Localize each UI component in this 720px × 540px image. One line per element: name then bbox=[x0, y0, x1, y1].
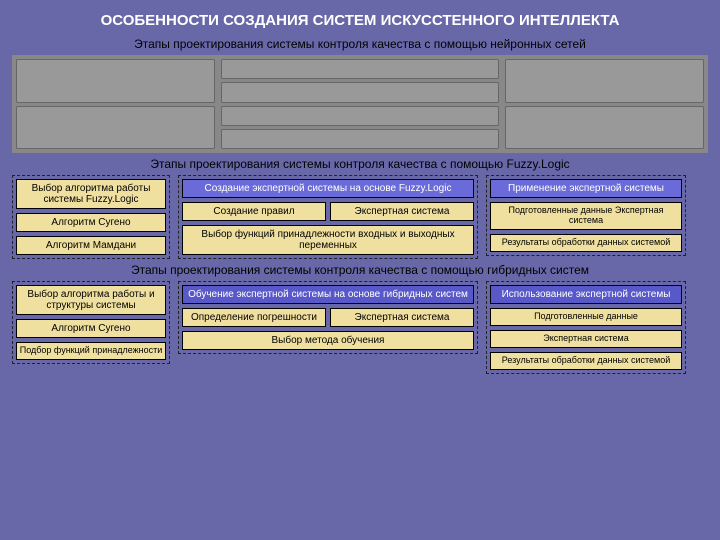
fuzzy-c3-head: Применение экспертной системы bbox=[490, 179, 682, 198]
fuzzy-c2-head: Создание экспертной системы на основе Fu… bbox=[182, 179, 474, 198]
subtitle-fuzzy: Этапы проектирования системы контроля ка… bbox=[12, 157, 708, 171]
fuzzy-data: Подготовленные данные Экспертная система bbox=[490, 202, 682, 230]
hybrid-c1-head: Выбор алгоритма работы и структуры систе… bbox=[16, 285, 166, 315]
hybrid-results: Результаты обработки данных системой bbox=[490, 352, 682, 370]
main-title: ОСОБЕННОСТИ СОЗДАНИЯ СИСТЕМ ИСКУССТЕННОГ… bbox=[12, 12, 708, 29]
hybrid-error: Определение погрешности bbox=[182, 308, 326, 327]
fuzzy-mamdani: Алгоритм Мамдани bbox=[16, 236, 166, 255]
hybrid-c3-head: Использование экспертной системы bbox=[490, 285, 682, 304]
neural-diagram bbox=[12, 55, 708, 153]
fuzzy-membership: Выбор функций принадлежности входных и в… bbox=[182, 225, 474, 255]
hybrid-training: Выбор метода обучения bbox=[182, 331, 474, 350]
fuzzy-expert: Экспертная система bbox=[330, 202, 474, 221]
hybrid-c2-head: Обучение экспертной системы на основе ги… bbox=[182, 285, 474, 304]
fuzzy-results: Результаты обработки данных системой bbox=[490, 234, 682, 252]
hybrid-sugeno: Алгоритм Сугено bbox=[16, 319, 166, 338]
hybrid-membership: Подбор функций принадлежности bbox=[16, 342, 166, 360]
fuzzy-rules: Создание правил bbox=[182, 202, 326, 221]
hybrid-data: Подготовленные данные bbox=[490, 308, 682, 326]
fuzzy-c1-head: Выбор алгоритма работы системы Fuzzy.Log… bbox=[16, 179, 166, 209]
subtitle-neural: Этапы проектирования системы контроля ка… bbox=[12, 37, 708, 51]
fuzzy-section: Выбор алгоритма работы системы Fuzzy.Log… bbox=[12, 175, 708, 259]
fuzzy-sugeno: Алгоритм Сугено bbox=[16, 213, 166, 232]
hybrid-expert: Экспертная система bbox=[330, 308, 474, 327]
hybrid-exp2: Экспертная система bbox=[490, 330, 682, 348]
subtitle-hybrid: Этапы проектирования системы контроля ка… bbox=[12, 263, 708, 277]
hybrid-section: Выбор алгоритма работы и структуры систе… bbox=[12, 281, 708, 374]
